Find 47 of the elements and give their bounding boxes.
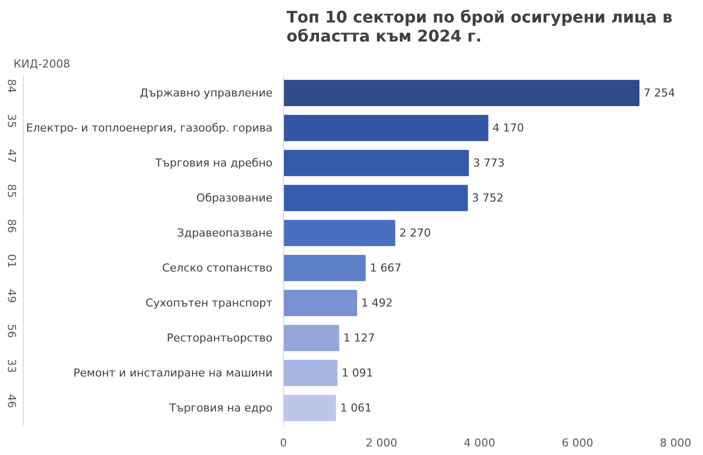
y-tick-label: Търговия на дребно [154, 156, 273, 170]
x-tick-label: 0 [280, 436, 287, 450]
bar [284, 254, 366, 282]
text: 46 [5, 394, 18, 408]
x-tick-label: 4 000 [464, 436, 496, 450]
text: 84 [5, 79, 18, 94]
data-label: 1 061 [340, 402, 372, 414]
text: 49 [5, 289, 18, 304]
chart-title: Топ 10 сектори по брой осигурени лица в областта към 2024 г. [286, 8, 672, 46]
bar [284, 114, 488, 142]
text: 86 [5, 219, 18, 234]
text: 47 [5, 149, 18, 164]
y-tick-label: Ремонт и инсталиране на машини [73, 366, 273, 380]
x-tick-label: 2 000 [366, 436, 398, 450]
y-tick-label: Електро- и топлоенергия, газообр. горива [26, 122, 273, 134]
bar [284, 290, 358, 316]
data-label: 3 773 [473, 156, 505, 170]
y-tick-label: Образование [196, 192, 273, 204]
bar [284, 394, 336, 422]
data-label: 3 752 [472, 192, 504, 204]
bar [284, 324, 340, 352]
data-label: 1 667 [370, 262, 402, 274]
y-tick-label: Селско стопанство [162, 262, 273, 274]
text: 56 [5, 324, 18, 338]
data-label: 7 254 [644, 86, 676, 100]
bar [284, 220, 396, 246]
text: 01 [5, 254, 18, 268]
bar [284, 184, 468, 212]
data-label: 1 127 [343, 332, 375, 344]
y-tick-label: Здравеопазване [177, 226, 273, 240]
data-label: 1 091 [342, 366, 374, 380]
bar [284, 360, 338, 386]
x-tick-label: 6 000 [562, 436, 594, 450]
data-label: 1 492 [361, 296, 393, 310]
data-label: 2 270 [399, 226, 431, 240]
y-tick-label: Държавно управление [140, 86, 273, 100]
text: 33 [5, 359, 18, 374]
data-label: 4 170 [492, 122, 524, 134]
x-tick-label: 8 000 [660, 436, 692, 450]
y-tick-label: Ресторантьорство [166, 332, 273, 344]
y-tick-label: Търговия на едро [168, 402, 273, 414]
y-tick-label: Сухопътен транспорт [146, 296, 274, 310]
bar [284, 150, 469, 176]
text: 85 [5, 184, 18, 198]
text: 35 [5, 114, 18, 128]
bar [284, 80, 640, 106]
text: КИД-2008 [14, 58, 70, 70]
